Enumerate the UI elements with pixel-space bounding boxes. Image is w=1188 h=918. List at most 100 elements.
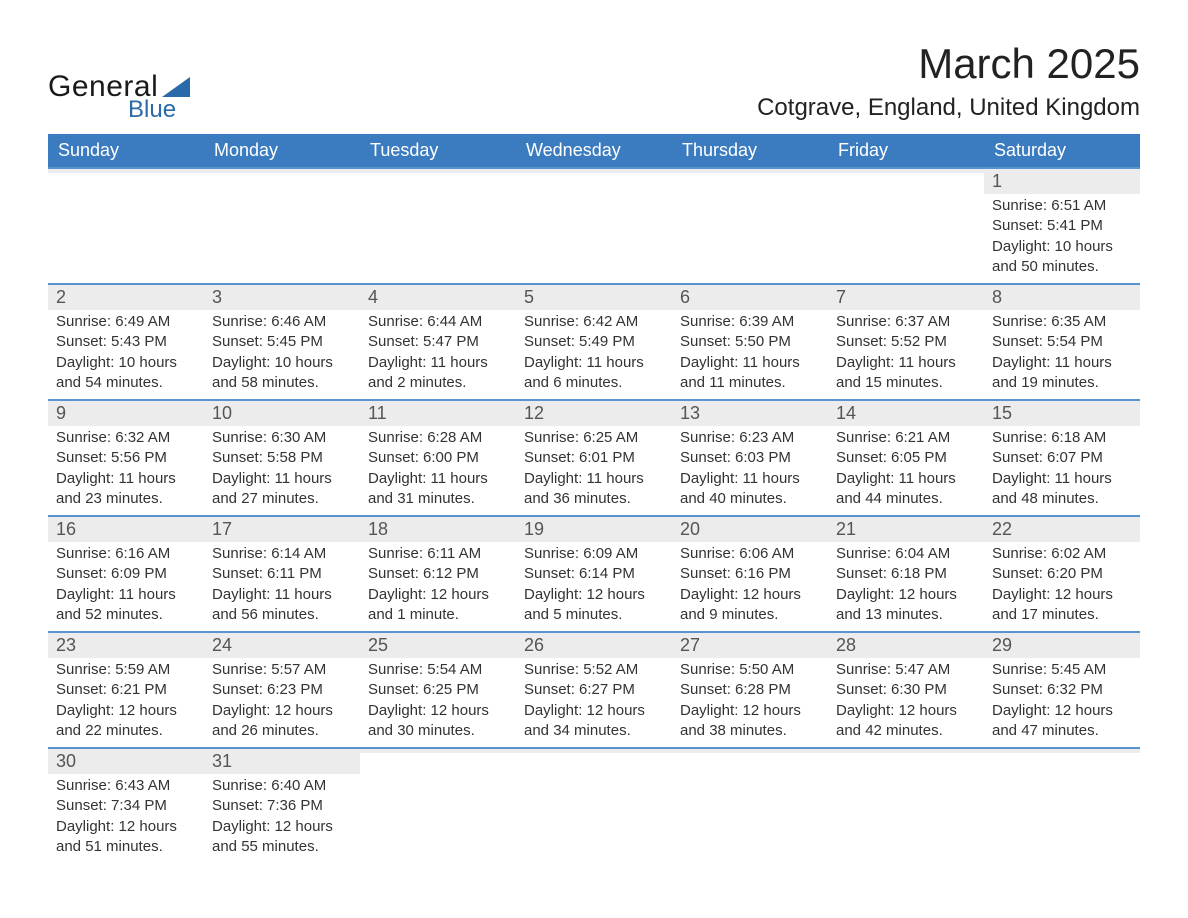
day-details: Sunrise: 6:02 AMSunset: 6:20 PMDaylight:… — [984, 542, 1140, 631]
sunrise-line: Sunrise: 6:42 AM — [524, 312, 664, 332]
sunrise-line: Sunrise: 5:59 AM — [56, 660, 196, 680]
daylight-line: Daylight: 11 hours and 11 minutes. — [680, 353, 820, 394]
calendar-row: 1Sunrise: 6:51 AMSunset: 5:41 PMDaylight… — [48, 168, 1140, 284]
daylight-line: Daylight: 10 hours and 50 minutes. — [992, 237, 1132, 278]
weekday-header-row: Sunday Monday Tuesday Wednesday Thursday… — [48, 134, 1140, 168]
sunrise-line: Sunrise: 6:32 AM — [56, 428, 196, 448]
day-number: 23 — [48, 633, 204, 658]
day-details: Sunrise: 5:50 AMSunset: 6:28 PMDaylight:… — [672, 658, 828, 747]
day-details: Sunrise: 5:54 AMSunset: 6:25 PMDaylight:… — [360, 658, 516, 747]
sunset-line: Sunset: 6:07 PM — [992, 448, 1132, 468]
day-details: Sunrise: 6:21 AMSunset: 6:05 PMDaylight:… — [828, 426, 984, 515]
day-details: Sunrise: 6:51 AMSunset: 5:41 PMDaylight:… — [984, 194, 1140, 283]
day-details: Sunrise: 6:11 AMSunset: 6:12 PMDaylight:… — [360, 542, 516, 631]
sunrise-line: Sunrise: 6:14 AM — [212, 544, 352, 564]
day-details: Sunrise: 6:06 AMSunset: 6:16 PMDaylight:… — [672, 542, 828, 631]
daylight-line: Daylight: 12 hours and 13 minutes. — [836, 585, 976, 626]
calendar-cell-empty — [48, 168, 204, 284]
day-number: 4 — [360, 285, 516, 310]
sunrise-line: Sunrise: 6:46 AM — [212, 312, 352, 332]
daylight-line: Daylight: 12 hours and 51 minutes. — [56, 817, 196, 858]
calendar-row: 9Sunrise: 6:32 AMSunset: 5:56 PMDaylight… — [48, 400, 1140, 516]
day-number: 10 — [204, 401, 360, 426]
day-details: Sunrise: 6:30 AMSunset: 5:58 PMDaylight:… — [204, 426, 360, 515]
calendar-cell: 15Sunrise: 6:18 AMSunset: 6:07 PMDayligh… — [984, 400, 1140, 516]
sunrise-line: Sunrise: 6:35 AM — [992, 312, 1132, 332]
calendar-cell: 19Sunrise: 6:09 AMSunset: 6:14 PMDayligh… — [516, 516, 672, 632]
sunset-line: Sunset: 6:23 PM — [212, 680, 352, 700]
day-details: Sunrise: 6:14 AMSunset: 6:11 PMDaylight:… — [204, 542, 360, 631]
daylight-line: Daylight: 11 hours and 56 minutes. — [212, 585, 352, 626]
day-number: 13 — [672, 401, 828, 426]
sunset-line: Sunset: 6:12 PM — [368, 564, 508, 584]
sunset-line: Sunset: 7:34 PM — [56, 796, 196, 816]
sunset-line: Sunset: 5:56 PM — [56, 448, 196, 468]
calendar-row: 30Sunrise: 6:43 AMSunset: 7:34 PMDayligh… — [48, 748, 1140, 863]
sunset-line: Sunset: 6:01 PM — [524, 448, 664, 468]
day-number: 6 — [672, 285, 828, 310]
sunrise-line: Sunrise: 6:06 AM — [680, 544, 820, 564]
sunrise-line: Sunrise: 6:23 AM — [680, 428, 820, 448]
sunrise-line: Sunrise: 6:51 AM — [992, 196, 1132, 216]
weekday-header: Thursday — [672, 134, 828, 168]
calendar-cell-empty — [672, 748, 828, 863]
weekday-header: Wednesday — [516, 134, 672, 168]
day-number: 21 — [828, 517, 984, 542]
calendar-cell-empty — [360, 748, 516, 863]
calendar-table: Sunday Monday Tuesday Wednesday Thursday… — [48, 134, 1140, 863]
day-number: 20 — [672, 517, 828, 542]
sunrise-line: Sunrise: 6:25 AM — [524, 428, 664, 448]
day-number: 26 — [516, 633, 672, 658]
day-details — [516, 753, 672, 761]
daylight-line: Daylight: 12 hours and 47 minutes. — [992, 701, 1132, 742]
weekday-header: Saturday — [984, 134, 1140, 168]
sunset-line: Sunset: 6:00 PM — [368, 448, 508, 468]
location-subtitle: Cotgrave, England, United Kingdom — [757, 94, 1140, 122]
sunset-line: Sunset: 6:25 PM — [368, 680, 508, 700]
calendar-cell-empty — [360, 168, 516, 284]
calendar-cell: 28Sunrise: 5:47 AMSunset: 6:30 PMDayligh… — [828, 632, 984, 748]
day-details — [360, 173, 516, 181]
calendar-cell: 18Sunrise: 6:11 AMSunset: 6:12 PMDayligh… — [360, 516, 516, 632]
sunset-line: Sunset: 5:41 PM — [992, 216, 1132, 236]
sunset-line: Sunset: 6:18 PM — [836, 564, 976, 584]
weekday-header: Tuesday — [360, 134, 516, 168]
day-details: Sunrise: 6:39 AMSunset: 5:50 PMDaylight:… — [672, 310, 828, 399]
sunrise-line: Sunrise: 5:45 AM — [992, 660, 1132, 680]
calendar-cell: 22Sunrise: 6:02 AMSunset: 6:20 PMDayligh… — [984, 516, 1140, 632]
calendar-cell-empty — [672, 168, 828, 284]
brand-bottom: Blue — [128, 98, 190, 122]
daylight-line: Daylight: 12 hours and 42 minutes. — [836, 701, 976, 742]
calendar-cell: 1Sunrise: 6:51 AMSunset: 5:41 PMDaylight… — [984, 168, 1140, 284]
sunset-line: Sunset: 6:21 PM — [56, 680, 196, 700]
sunset-line: Sunset: 7:36 PM — [212, 796, 352, 816]
daylight-line: Daylight: 12 hours and 22 minutes. — [56, 701, 196, 742]
calendar-cell: 3Sunrise: 6:46 AMSunset: 5:45 PMDaylight… — [204, 284, 360, 400]
calendar-cell: 8Sunrise: 6:35 AMSunset: 5:54 PMDaylight… — [984, 284, 1140, 400]
calendar-cell: 17Sunrise: 6:14 AMSunset: 6:11 PMDayligh… — [204, 516, 360, 632]
day-details: Sunrise: 6:32 AMSunset: 5:56 PMDaylight:… — [48, 426, 204, 515]
sunrise-line: Sunrise: 6:02 AM — [992, 544, 1132, 564]
day-details — [984, 753, 1140, 761]
calendar-cell: 9Sunrise: 6:32 AMSunset: 5:56 PMDaylight… — [48, 400, 204, 516]
day-details: Sunrise: 6:46 AMSunset: 5:45 PMDaylight:… — [204, 310, 360, 399]
day-number: 1 — [984, 169, 1140, 194]
day-number: 25 — [360, 633, 516, 658]
calendar-cell: 4Sunrise: 6:44 AMSunset: 5:47 PMDaylight… — [360, 284, 516, 400]
day-details: Sunrise: 6:04 AMSunset: 6:18 PMDaylight:… — [828, 542, 984, 631]
daylight-line: Daylight: 11 hours and 48 minutes. — [992, 469, 1132, 510]
calendar-cell: 11Sunrise: 6:28 AMSunset: 6:00 PMDayligh… — [360, 400, 516, 516]
calendar-cell: 6Sunrise: 6:39 AMSunset: 5:50 PMDaylight… — [672, 284, 828, 400]
daylight-line: Daylight: 12 hours and 30 minutes. — [368, 701, 508, 742]
daylight-line: Daylight: 10 hours and 58 minutes. — [212, 353, 352, 394]
sunset-line: Sunset: 5:52 PM — [836, 332, 976, 352]
day-details: Sunrise: 6:44 AMSunset: 5:47 PMDaylight:… — [360, 310, 516, 399]
day-details — [360, 753, 516, 761]
daylight-line: Daylight: 11 hours and 19 minutes. — [992, 353, 1132, 394]
calendar-cell: 31Sunrise: 6:40 AMSunset: 7:36 PMDayligh… — [204, 748, 360, 863]
day-number: 16 — [48, 517, 204, 542]
day-number: 28 — [828, 633, 984, 658]
sunrise-line: Sunrise: 6:11 AM — [368, 544, 508, 564]
sunset-line: Sunset: 6:28 PM — [680, 680, 820, 700]
day-details: Sunrise: 6:49 AMSunset: 5:43 PMDaylight:… — [48, 310, 204, 399]
